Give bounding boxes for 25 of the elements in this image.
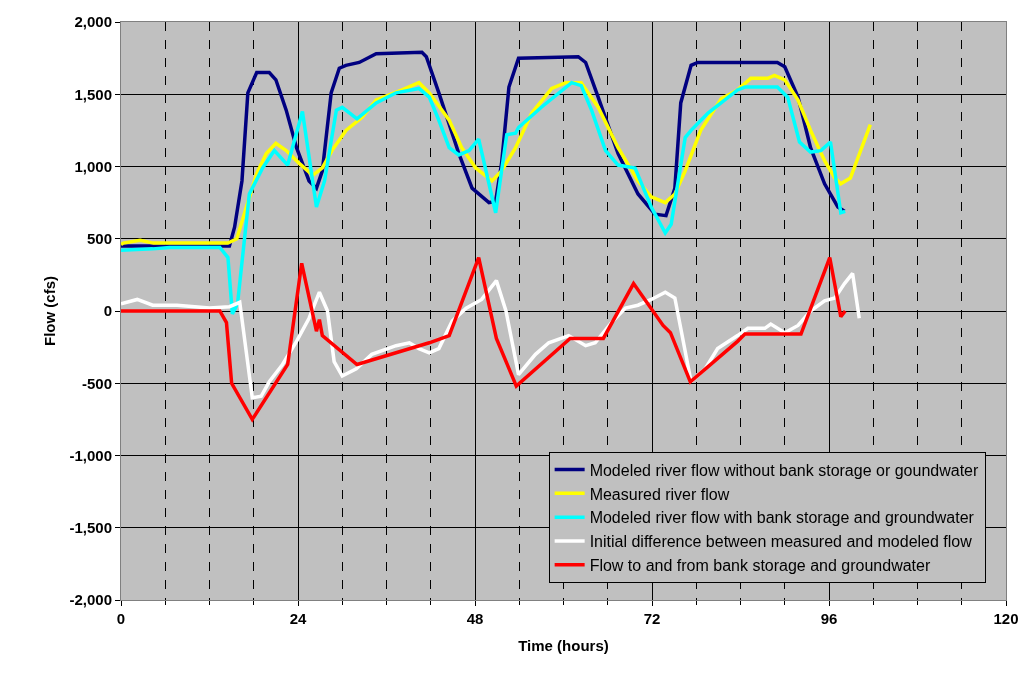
x-tick-label: 0 [116, 610, 126, 627]
legend-label: Flow to and from bank storage and groundwater [589, 557, 931, 574]
x-tick-label: 48 [466, 610, 484, 627]
y-tick-label: 2,000 [74, 13, 112, 31]
x-tick-label: 72 [643, 610, 661, 627]
x-tick-label: 96 [820, 610, 838, 627]
legend-label: Measured river flow [589, 485, 730, 503]
line-series [121, 255, 847, 422]
x-tick-label: 120 [993, 610, 1019, 627]
y-tick-label: 500 [86, 230, 112, 247]
line-series [121, 271, 861, 400]
y-axis-title: Flow (cfs) [40, 276, 58, 346]
y-tick-label: 0 [103, 302, 112, 320]
line-series [121, 80, 847, 316]
y-tick-label: -1,000 [69, 446, 112, 464]
x-tick-label: 24 [289, 610, 307, 627]
x-axis-title: Time (hours) [518, 637, 609, 654]
y-tick-label: -500 [81, 374, 112, 392]
y-tick-label: 1,500 [74, 85, 112, 103]
legend-label: Modeled river flow without bank storage or goundwater [589, 461, 979, 479]
y-tick-label: 1,000 [74, 157, 112, 175]
legend-label: Modeled river flow with bank storage and groundwater [589, 509, 975, 527]
legend-label: Initial difference between measured and modeled flow [589, 533, 973, 551]
y-tick-label: -1,500 [69, 519, 112, 536]
y-tick-label: -2,000 [69, 591, 112, 609]
